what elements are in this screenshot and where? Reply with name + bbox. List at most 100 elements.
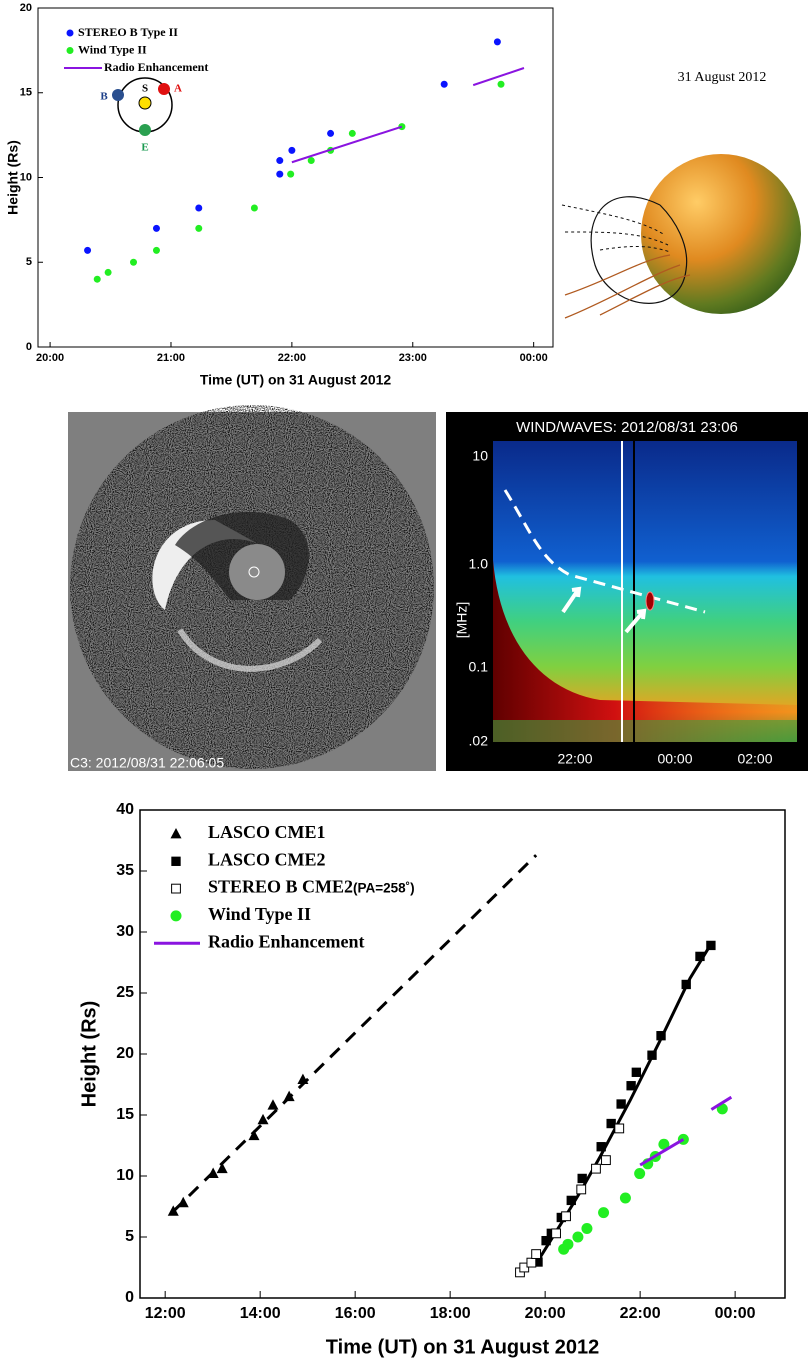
point xyxy=(94,276,101,283)
y-axis-label: Height (Rs) xyxy=(78,1001,100,1108)
spectrogram-floor xyxy=(493,720,797,742)
legend-label: Wind Type II xyxy=(208,904,311,924)
y-tick-label: 35 xyxy=(116,862,134,879)
inset-label: A xyxy=(174,83,182,95)
lasco-caption: C3: 2012/08/31 22:06:05 xyxy=(70,755,224,771)
point xyxy=(706,941,715,950)
x-tick-label: 20:00 xyxy=(36,352,64,364)
point xyxy=(258,1114,269,1124)
waves-ylabel: [MHz] xyxy=(454,602,470,639)
x-tick-label: 22:00 xyxy=(620,1305,661,1322)
point xyxy=(632,1068,641,1077)
point xyxy=(67,30,74,37)
point xyxy=(615,1124,624,1133)
point xyxy=(308,157,315,164)
point xyxy=(656,1031,665,1040)
inset-label: S xyxy=(142,83,148,95)
x-tick-label: 22:00 xyxy=(278,352,306,364)
occulter xyxy=(229,544,285,600)
figure: 31 August 2012 C3: 2012/08/31 22:06:05 W… xyxy=(0,0,811,1364)
point xyxy=(153,247,160,254)
y-tick-label: 20 xyxy=(116,1045,134,1062)
body xyxy=(139,97,151,109)
legend-label: STEREO B Type II xyxy=(78,25,178,39)
point xyxy=(441,81,448,88)
point xyxy=(171,910,182,921)
point xyxy=(562,1212,571,1221)
point xyxy=(195,225,202,232)
x-tick-label: 21:00 xyxy=(157,352,185,364)
y-tick-label: 5 xyxy=(26,256,32,268)
point xyxy=(195,205,202,212)
point xyxy=(682,980,691,989)
x-tick-label: 00:00 xyxy=(715,1305,756,1322)
inset-label: B xyxy=(100,91,108,103)
waves-x-tick-label: 22:00 xyxy=(557,751,592,767)
point xyxy=(498,81,505,88)
point xyxy=(178,1197,189,1207)
lasco-panel: C3: 2012/08/31 22:06:05 xyxy=(68,400,438,780)
x-tick-label: 16:00 xyxy=(335,1305,376,1322)
legend-label: Radio Enhancement xyxy=(208,931,365,951)
illustration-date: 31 August 2012 xyxy=(678,70,767,85)
point xyxy=(251,205,258,212)
legend-label: Radio Enhancement xyxy=(104,60,208,74)
y-tick-label: 10 xyxy=(20,171,32,183)
body xyxy=(158,83,170,95)
point xyxy=(84,247,91,254)
point xyxy=(527,1258,536,1267)
point xyxy=(327,130,334,137)
waves-title: WIND/WAVES: 2012/08/31 23:06 xyxy=(516,419,738,436)
legend-label: Wind Type II xyxy=(78,42,147,56)
point xyxy=(288,147,295,154)
body xyxy=(112,89,124,101)
point xyxy=(532,1250,541,1259)
point xyxy=(620,1192,631,1203)
point xyxy=(567,1196,576,1205)
y-tick-label: 10 xyxy=(116,1167,134,1184)
point xyxy=(616,1099,625,1108)
x-tick-label: 12:00 xyxy=(145,1305,186,1322)
point xyxy=(695,952,704,961)
y-tick-label: 20 xyxy=(20,2,32,14)
sun-sphere xyxy=(641,154,801,314)
point xyxy=(572,1232,583,1243)
x-tick-label: 20:00 xyxy=(525,1305,566,1322)
point xyxy=(494,38,501,45)
point xyxy=(171,857,180,866)
legend-label: LASCO CME1 xyxy=(208,822,326,842)
point xyxy=(626,1081,635,1090)
y-tick-label: 15 xyxy=(20,87,32,99)
y-tick-label: 5 xyxy=(125,1228,134,1245)
point xyxy=(562,1239,573,1250)
sun-illustration: 31 August 2012 xyxy=(562,70,801,318)
y-tick-label: 15 xyxy=(116,1106,134,1123)
point xyxy=(577,1185,586,1194)
point xyxy=(67,47,74,54)
point xyxy=(287,171,294,178)
point xyxy=(581,1223,592,1234)
enhancement xyxy=(646,592,654,610)
y-tick-label: 0 xyxy=(26,341,32,353)
point xyxy=(172,884,181,893)
point xyxy=(267,1099,278,1109)
point xyxy=(552,1229,561,1238)
y-axis-label: Height (Rs) xyxy=(5,140,21,215)
point xyxy=(597,1142,606,1151)
y-tick-label: 30 xyxy=(116,923,134,940)
x-axis-label: Time (UT) on 31 August 2012 xyxy=(200,372,392,388)
x-tick-label: 14:00 xyxy=(240,1305,281,1322)
y-tick-label: 0 xyxy=(125,1289,134,1306)
waves-x-tick-label: 00:00 xyxy=(657,751,692,767)
point xyxy=(634,1168,645,1179)
body xyxy=(139,124,151,136)
x-axis-label: Time (UT) on 31 August 2012 xyxy=(326,1336,599,1358)
waves-panel: WIND/WAVES: 2012/08/31 23:06 [MHz] xyxy=(446,412,808,771)
y-tick-label: 40 xyxy=(116,801,134,818)
point xyxy=(130,259,137,266)
point xyxy=(171,828,182,838)
x-tick-label: 00:00 xyxy=(520,352,548,364)
point xyxy=(217,1163,228,1173)
point xyxy=(578,1174,587,1183)
legend-label: STEREO B CME2(PA=258˚) xyxy=(208,877,415,897)
